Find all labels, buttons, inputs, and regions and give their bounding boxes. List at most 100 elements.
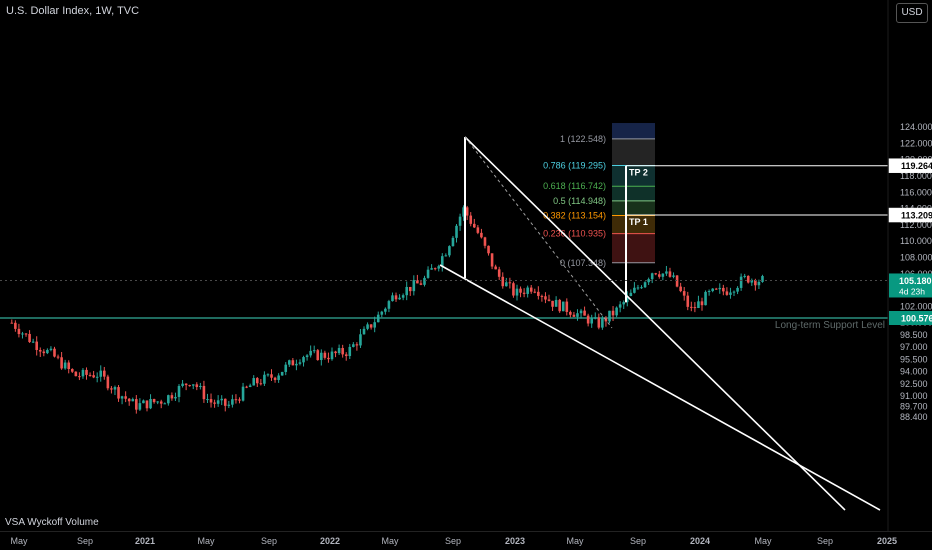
candle-body [494,266,497,270]
candle-body [131,399,135,402]
candle-body [103,370,106,377]
candle-body [732,291,736,293]
candle-body [110,388,113,390]
candle-body [216,400,220,404]
candle-body [490,253,494,267]
candle-body [633,287,636,293]
time-axis-label: Sep [77,536,93,546]
currency-button[interactable]: USD [896,3,928,23]
candle-body [512,283,515,296]
candle-body [707,291,711,293]
fib-zone [612,215,655,234]
price-tick-label: 122.000 [900,138,932,148]
candle-body [565,301,569,312]
price-tick-label: 92.500 [900,379,928,389]
candle-body [223,398,227,406]
price-tick-label: 116.000 [900,187,932,197]
candle-body [458,216,462,226]
candle-body [312,350,316,352]
candle-body [263,374,266,384]
candle-body [117,387,120,399]
candle-body [78,376,81,378]
candle-body [135,399,138,410]
candle-body [85,369,88,375]
fib-level-label: 0.5 (114.948) [553,196,606,206]
candle-body [149,399,152,409]
candle-body [355,344,359,346]
candle-body [519,288,522,293]
candle-body [526,287,529,294]
candle-body [448,246,451,256]
candle-body [120,396,124,399]
candle-body [337,348,341,354]
candle-body [145,400,149,409]
time-axis-label: May [10,536,28,546]
candle-body [650,273,654,280]
candle-body [579,310,583,314]
candle-body [252,378,256,386]
candle-body [248,385,252,388]
candle-body [544,296,547,300]
candle-body [46,349,49,354]
candle-body [159,401,163,404]
candle-body [704,291,707,306]
candle-body [270,374,273,378]
candle-body [419,283,423,285]
candle-body [394,295,398,300]
candle-body [330,351,334,360]
candle-body [672,275,675,277]
candle-body [576,313,579,317]
candle-body [590,318,594,324]
tp1-label: TP 1 [629,217,648,227]
candle-body [416,280,419,284]
fib-level-label: 1 (122.548) [560,134,606,144]
candle-body [366,324,369,329]
candle-body [529,287,533,292]
candle-body [359,334,362,346]
candle-body [376,314,380,323]
candle-body [437,266,441,269]
candle-body [668,271,672,277]
candle-body [739,276,743,288]
price-tick-label: 91.000 [900,391,928,401]
price-tick-label: 97.000 [900,342,928,352]
tp2-price-badge: 119.264 [901,161,932,171]
candle-body [231,399,234,405]
fib-level-label: 0 (107.348) [560,258,606,268]
candle-body [280,371,284,376]
candle-body [508,282,512,284]
candle-body [654,273,658,275]
time-axis-label: May [381,536,399,546]
axis-divider [0,531,932,532]
candle-body [259,383,263,385]
candle-body [305,355,309,358]
fib-zone [612,123,655,139]
fib-level-label: 0.786 (119.295) [543,160,606,170]
time-axis-label: May [566,536,584,546]
candle-body [156,401,159,403]
candle-body [181,383,184,387]
candle-body [537,291,540,296]
candle-body [284,364,288,372]
candle-body [572,314,576,317]
time-axis-label: 2022 [320,536,340,546]
candle-body [522,292,526,294]
candle-body [273,377,277,380]
candle-body [10,322,14,324]
candle-body [682,291,686,296]
last-price-badge: 105.180 [899,276,932,286]
candle-body [636,287,640,289]
candle-body [622,302,626,305]
candle-body [309,350,312,356]
fib-level-label: 0.618 (116.742) [543,181,606,191]
candle-body [451,237,455,247]
candle-body [31,341,35,343]
candle-body [124,396,127,399]
candle-body [505,282,508,287]
candle-body [234,399,238,401]
candle-body [220,398,224,401]
price-tick-label: 88.400 [900,412,928,422]
candle-body [462,207,465,217]
candle-body [722,287,725,292]
